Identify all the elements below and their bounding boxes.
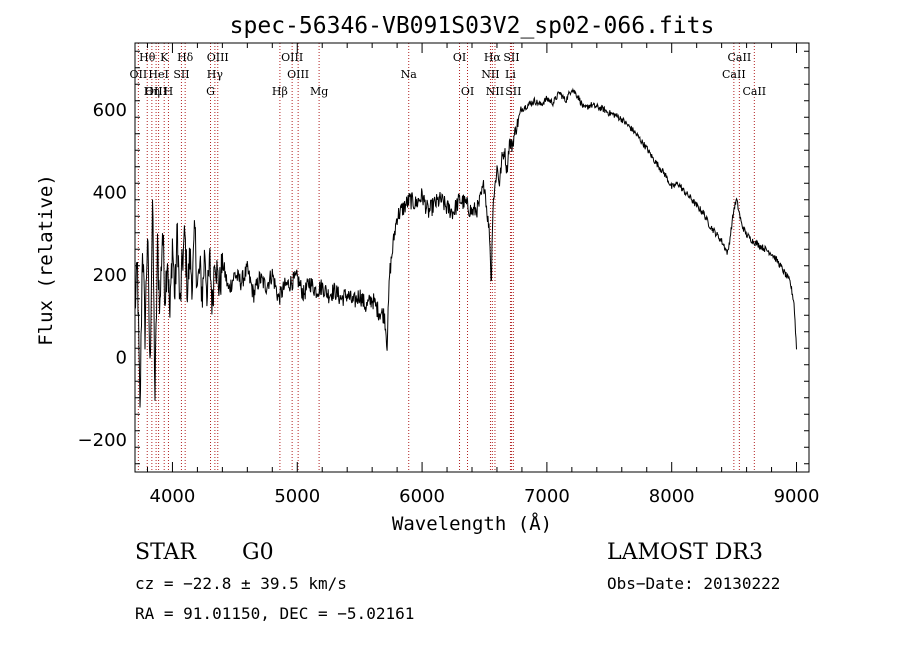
- observation-date: Obs−Date: 20130222: [607, 574, 781, 593]
- y-tick-label: 0: [116, 348, 127, 369]
- survey-name: LAMOST DR3: [607, 540, 763, 565]
- y-tick-label: 400: [93, 183, 127, 204]
- y-axis-label: Flux (relative): [35, 174, 57, 346]
- line-label: NII: [486, 85, 504, 98]
- x-tick-label: 8000: [649, 486, 695, 507]
- line-label: OII: [130, 68, 148, 81]
- coordinates: RA = 91.01150, DEC = −5.02161: [135, 604, 415, 623]
- chart-title: spec-56346-VB091S03V2_sp02-066.fits: [230, 13, 715, 39]
- x-tick-label: 6000: [399, 486, 445, 507]
- line-label: OIII: [145, 85, 167, 98]
- redshift-velocity: cz = −22.8 ± 39.5 km/s: [135, 574, 347, 593]
- line-label: Mg: [310, 85, 328, 98]
- line-label: OI: [453, 51, 466, 64]
- line-label: SII: [505, 85, 521, 98]
- line-label: Hα: [484, 51, 502, 64]
- x-tick-label: 4000: [150, 486, 196, 507]
- line-label: Hδ: [177, 51, 194, 64]
- y-tick-label: −200: [78, 430, 127, 451]
- line-label: Hθ: [139, 51, 156, 64]
- y-tick-label: 200: [93, 265, 127, 286]
- line-label: OIII: [281, 51, 303, 64]
- x-tick-label: 7000: [524, 486, 570, 507]
- line-label: SII: [173, 68, 189, 81]
- object-class: STAR: [135, 540, 196, 565]
- line-label: G: [206, 85, 215, 98]
- y-axis: −200 0 200 400 600: [78, 50, 809, 465]
- line-label: OIII: [207, 51, 229, 64]
- line-label: Li: [505, 68, 516, 81]
- y-tick-label: 600: [93, 100, 127, 121]
- line-label: Hβ: [272, 85, 288, 98]
- line-labels: Hθ OII OIII HeI Hη K H SII Hδ OIII Hγ G OIII OIII Hβ Mg…: [130, 51, 767, 98]
- line-label: CaII: [742, 85, 766, 98]
- x-axis-label: Wavelength (Å): [392, 512, 552, 535]
- line-label: HeI: [148, 68, 168, 81]
- x-tick-label: 5000: [274, 486, 320, 507]
- line-label: Na: [401, 68, 418, 81]
- line-label: SII: [503, 51, 519, 64]
- line-markers: [137, 43, 755, 472]
- object-subclass: G0: [242, 540, 274, 565]
- line-label: OI: [461, 85, 474, 98]
- x-tick-label: 9000: [774, 486, 820, 507]
- line-label: NII: [481, 68, 499, 81]
- x-axis: 4000 5000 6000 7000 8000 9000: [146, 43, 820, 507]
- line-label: Hγ: [207, 68, 224, 81]
- line-label: CaII: [728, 51, 752, 64]
- plot-frame: [134, 42, 810, 473]
- line-label: H: [164, 85, 174, 98]
- line-label: K: [160, 51, 169, 64]
- spectrum-line: [134, 87, 797, 408]
- line-label: CaII: [722, 68, 746, 81]
- line-label: OIII: [287, 68, 309, 81]
- line-label: Hη: [144, 85, 160, 98]
